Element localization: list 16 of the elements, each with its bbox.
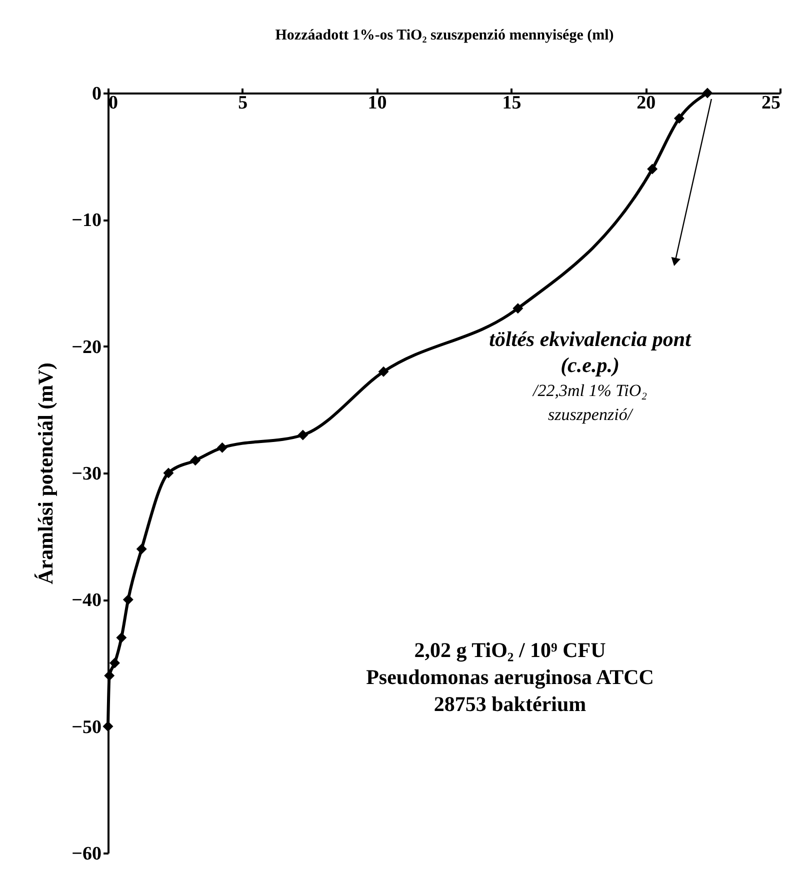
annotation: 2,02 g TiO₂ / 10⁹ CFU Pseudomonas aeruginosa ATCC 28753 baktérium bbox=[366, 638, 654, 716]
x-tick-label: 15 bbox=[502, 92, 522, 114]
y-tick-label: −30 bbox=[72, 464, 102, 484]
y-axis-title: Áramlási potenciál (mV) bbox=[34, 362, 58, 584]
x-axis-title: Hozzáadott 1%-os TiO₂ szuszpenzió mennyisége (ml) bbox=[275, 28, 614, 44]
annotation: töltés ekvivalencia pont (c.e.p.) /22,3ml 1% TiO₂ szuszpenzió/ bbox=[489, 327, 692, 424]
y-tick-label: −10 bbox=[72, 210, 102, 232]
x-tick-label: 20 bbox=[636, 92, 656, 114]
x-tick-label: 25 bbox=[762, 92, 780, 114]
x-tick-label: 0 bbox=[108, 92, 118, 114]
x-tick-label: 10 bbox=[368, 92, 387, 114]
y-tick-label: −50 bbox=[72, 716, 102, 738]
y-tick-label: −20 bbox=[72, 336, 102, 358]
y-tick-label: −60 bbox=[72, 844, 102, 864]
y-tick-label: −40 bbox=[72, 590, 102, 612]
x-tick-label: 5 bbox=[238, 92, 248, 114]
